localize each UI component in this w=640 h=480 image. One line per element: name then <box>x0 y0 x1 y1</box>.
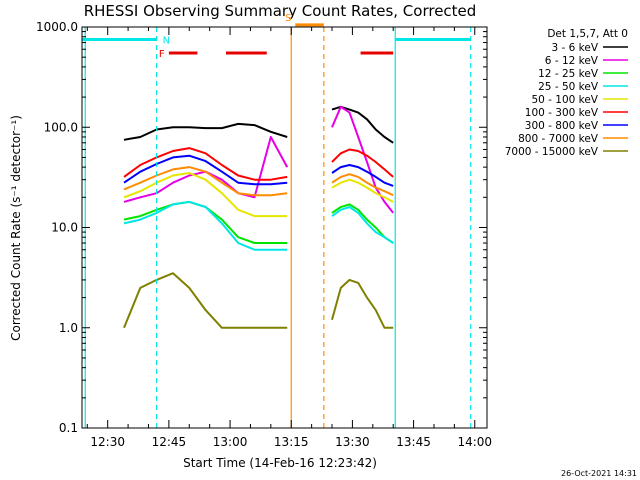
x-tick-label-5: 13:45 <box>396 435 431 449</box>
series-line-8-block-0 <box>123 272 288 329</box>
legend-label-8: 7000 - 15000 keV <box>505 146 599 158</box>
series-line-7-block-1 <box>331 173 394 197</box>
x-tick-label-3: 13:15 <box>274 435 309 449</box>
y-tick-label-1: 1.0 <box>59 321 78 335</box>
y-axis-label: Corrected Count Rate (s⁻¹ detector⁻¹) <box>9 115 23 341</box>
legend-header: Det 1,5,7, Att 0 <box>547 28 628 40</box>
series-line-5-block-1 <box>331 148 394 178</box>
legend-label-7: 800 - 7000 keV <box>518 133 599 145</box>
overlay-layer: FN S <box>82 13 472 428</box>
y-tick-label-4: 1000.0 <box>36 20 78 34</box>
legend-label-0: 3 - 6 keV <box>551 42 598 54</box>
axes-layer: 0.1 1.0 10.0 100.0 1000.0 12:30 12:45 13:00 13:1… <box>36 20 492 449</box>
series-line-0-block-0 <box>123 122 288 141</box>
x-tick-label-6: 14:00 <box>457 435 492 449</box>
x-tick-label-4: 13:30 <box>335 435 370 449</box>
series-line-5-block-0 <box>123 147 288 181</box>
series-line-7-block-0 <box>123 166 288 197</box>
series-line-0-block-1 <box>331 105 394 144</box>
series-line-4-block-1 <box>331 178 394 203</box>
y-tick-label-2: 10.0 <box>51 221 78 235</box>
plot-frame <box>81 26 488 429</box>
legend-label-2: 12 - 25 keV <box>538 68 599 80</box>
legend-label-5: 100 - 300 keV <box>525 107 599 119</box>
legend-label-4: 50 - 100 keV <box>531 94 598 106</box>
legend-label-6: 300 - 800 keV <box>525 120 599 132</box>
flag-label-N: N <box>163 36 170 47</box>
series-line-3-block-0 <box>123 200 288 251</box>
series-line-4-block-0 <box>123 172 288 218</box>
series-line-8-block-1 <box>331 278 394 329</box>
flag-label-S: S <box>285 13 291 24</box>
legend-label-1: 6 - 12 keV <box>545 55 599 67</box>
flag-label-F: F <box>159 49 165 60</box>
x-tick-label-1: 12:45 <box>152 435 187 449</box>
y-tick-label-3: 100.0 <box>44 120 78 134</box>
chart-title: RHESSI Observing Summary Count Rates, Co… <box>84 2 477 20</box>
series-line-6-block-0 <box>123 154 288 186</box>
x-tick-label-2: 13:00 <box>213 435 248 449</box>
series-line-6-block-1 <box>331 164 394 187</box>
x-axis-label: Start Time (14-Feb-16 12:23:42) <box>183 456 377 470</box>
legend-label-3: 25 - 50 keV <box>538 81 599 93</box>
x-tick-label-0: 12:30 <box>90 435 125 449</box>
series-line-1-block-1 <box>331 105 394 214</box>
data-layer <box>123 105 394 329</box>
timestamp: 26-Oct-2021 14:31 <box>561 469 637 478</box>
series-line-3-block-1 <box>331 206 394 244</box>
series-line-1-block-0 <box>123 136 289 203</box>
y-tick-label-0: 0.1 <box>59 421 78 435</box>
